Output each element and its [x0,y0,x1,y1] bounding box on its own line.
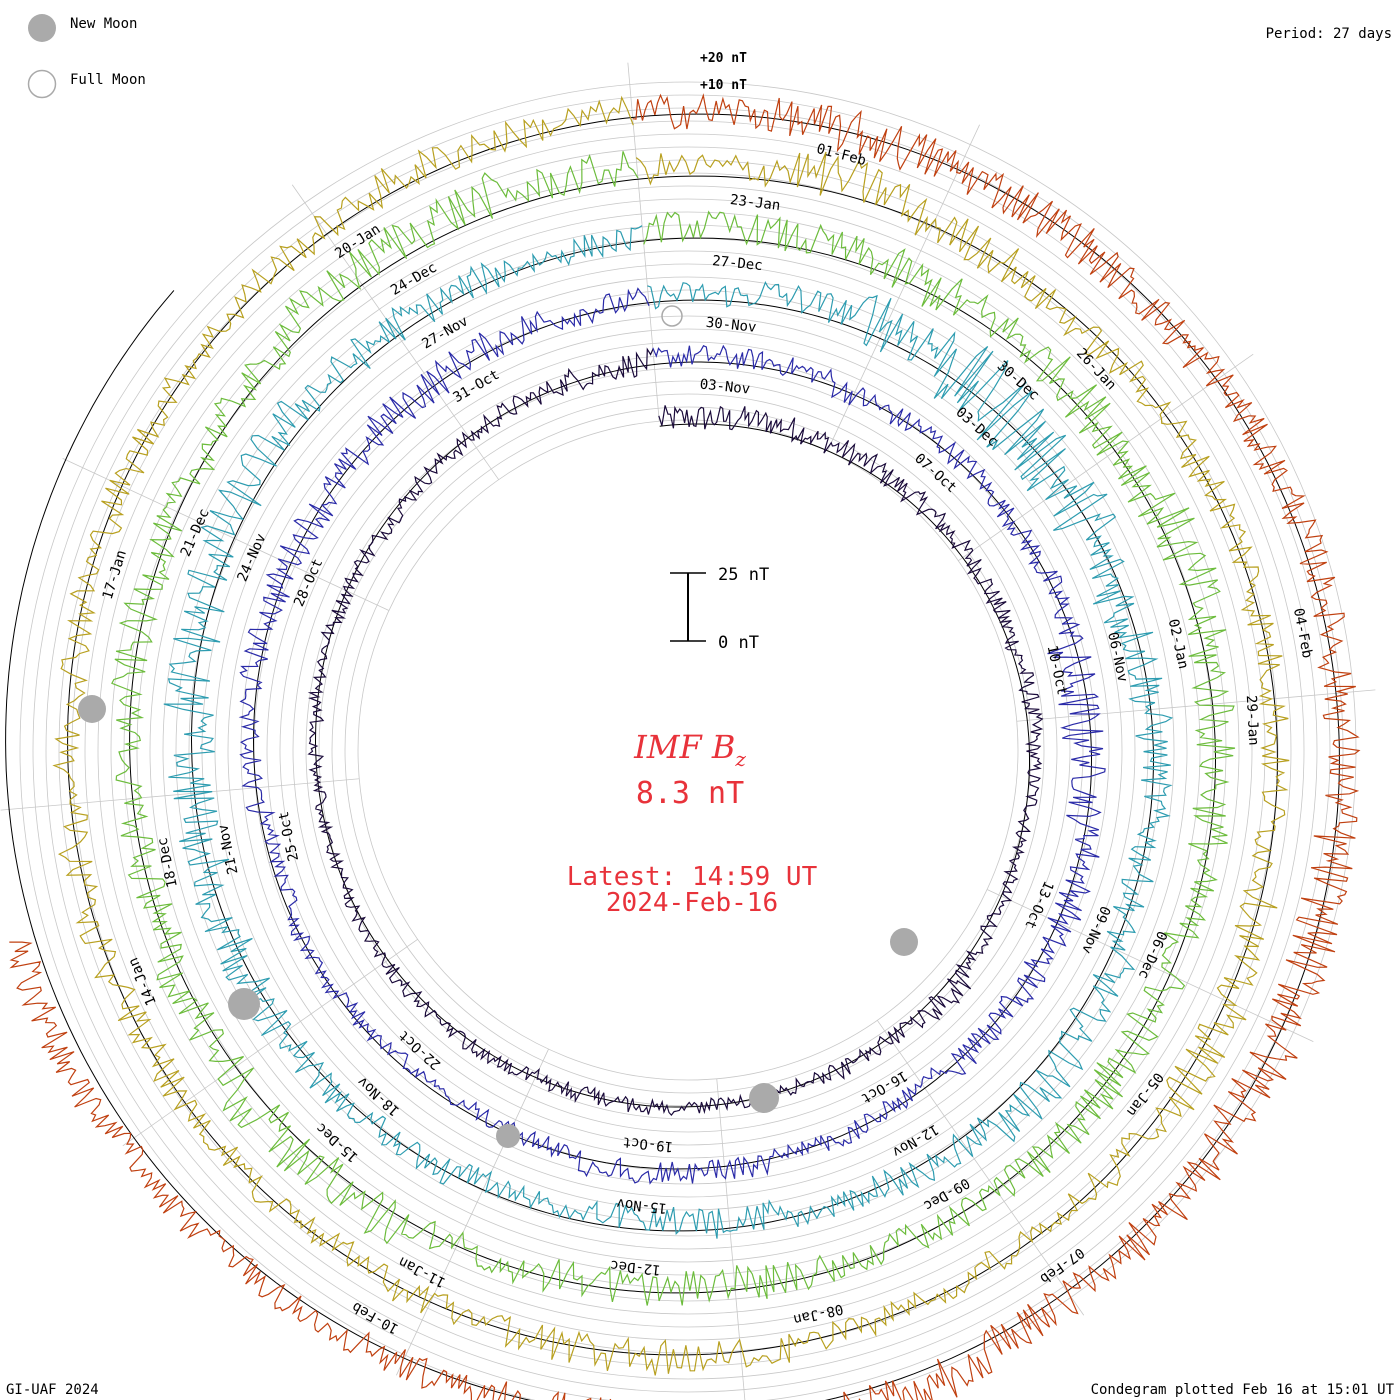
new-moon-legend-icon [28,14,56,42]
date-label: 23-Jan [729,192,781,214]
date-label: 27-Dec [711,253,763,274]
center-title: IMF Bz [633,728,746,771]
grid-spoke [291,184,500,480]
series-trace [9,93,1361,1400]
new-moon-legend-label: New Moon [70,16,137,32]
date-label: 02-Jan [1165,618,1191,671]
grid-spoke [627,62,660,422]
series-trace [52,95,1290,1376]
new-moon-marker [890,928,918,956]
grid-spoke [876,1020,1085,1316]
center-value: 8.3 nT [636,776,744,811]
series-trace [238,287,1106,1185]
date-label: 08-Jan [792,1300,845,1327]
new-moon-marker [228,988,260,1020]
date-label: 04-Feb [1290,607,1315,660]
full-moon-legend-label: Full Moon [70,72,146,88]
date-label: 24-Nov [235,531,270,584]
date-label: 07-Oct [911,451,959,497]
date-label: 30-Dec [994,358,1042,404]
series-layer [5,93,1361,1400]
grid-ring [188,250,1188,1250]
period-label: Period: 27 days [1266,26,1392,42]
grid-ring [97,159,1279,1341]
date-label: 05-Jan [1123,1069,1166,1119]
date-label: 10-Oct [1044,644,1070,697]
full-moon-marker [661,305,683,327]
grid-spoke [1016,689,1376,722]
grid-ring [110,172,1266,1328]
radial-spokes [0,62,1376,1400]
grid-ring [318,380,1058,1120]
new-moon-marker [496,1124,520,1148]
date-label: 06-Dec [1135,928,1170,981]
date-label: 27-Nov [419,313,471,352]
grid-ring [214,276,1162,1224]
date-label: 06-Nov [1104,631,1130,684]
ref-label-10nt: +10 nT [700,78,747,93]
date-label: 18-Nov [355,1073,403,1119]
date-label: 17-Jan [100,548,130,601]
series-trace [307,347,1044,1117]
scale-bar-bottom-label: 0 nT [718,633,759,653]
grid-spoke [396,1048,549,1376]
ref-label-20nt: +20 nT [700,51,747,66]
series-trace [163,225,1174,1239]
center-title-main: IMF B [633,728,735,766]
date-label: 12-Dec [610,1257,662,1278]
scale-bar-top-label: 25 nT [718,565,769,585]
grid-spoke [986,889,1314,1042]
date-label: 14-Jan [125,955,159,1008]
date-label: 07-Feb [1037,1244,1087,1287]
grid-ring [71,133,1305,1367]
date-label: 30-Nov [705,315,757,336]
center-date: 2024-Feb-16 [606,888,778,918]
full-moon-legend-icon [27,69,57,99]
date-label: 18-Dec [155,836,181,889]
footer-credit: GI-UAF 2024 [6,1382,99,1398]
date-label: 26-Jan [1073,346,1119,394]
grid-ring [162,224,1214,1276]
date-label: 03-Nov [699,377,751,398]
date-label: 19-Oct [622,1133,674,1154]
date-label: 15-Nov [616,1195,668,1216]
grid-spoke [716,1078,746,1400]
grid-ring [240,302,1136,1198]
grid-layer [19,81,1357,1400]
date-label: 29-Jan [1243,695,1262,746]
grid-ring [32,94,1344,1400]
new-moon-marker [78,695,106,723]
grid-ring [123,185,1253,1315]
grid-ring [201,263,1175,1237]
grid-ring [227,289,1149,1211]
grid-ring [331,393,1045,1107]
date-label: 09-Dec [921,1174,973,1213]
grid-spoke [0,778,360,811]
grid-spoke [827,124,980,452]
center-latest: Latest: 14:59 UT [567,862,818,892]
new-moon-marker [749,1083,779,1113]
scale-bar: 25 nT 0 nT [670,565,769,653]
grid-spoke [122,938,418,1147]
date-label: 25-Oct [276,810,302,863]
grid-spoke [958,353,1254,562]
baseline-spiral [5,113,1340,1400]
date-label: 24-Dec [388,260,440,299]
grid-spoke [62,458,390,611]
date-label: 21-Nov [215,823,241,876]
date-label: 10-Feb [349,1298,401,1336]
grid-ring [45,107,1331,1393]
grid-ring [136,198,1240,1302]
date-label: 22-Oct [396,1027,444,1073]
center-title-sub: z [734,747,746,771]
grid-ring [305,367,1071,1133]
footer-plot-time: Condegram plotted Feb 16 at 15:01 UT [1091,1382,1395,1398]
grid-ring [84,146,1292,1354]
series-trace [111,151,1236,1306]
